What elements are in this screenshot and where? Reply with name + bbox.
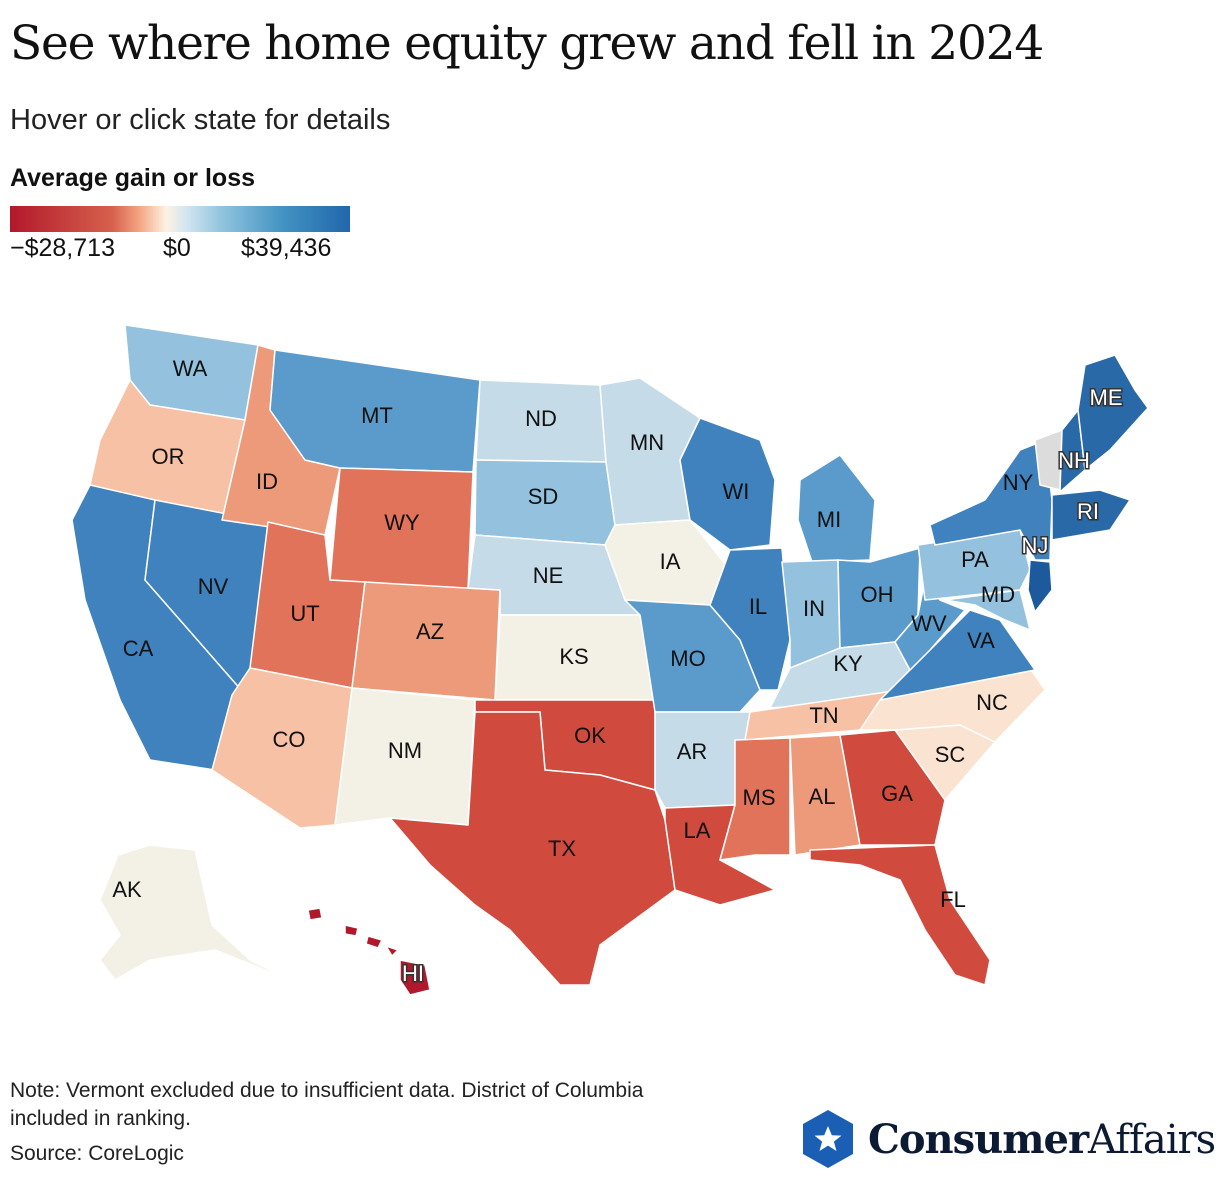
legend-title: Average gain or loss [10, 164, 255, 192]
us-choropleth-map: WA OR CA NV ID MT WY UT AZ CO NM ND SD N… [71, 324, 1149, 996]
state-VT[interactable] [1034, 429, 1063, 491]
source-note: Source: CoreLogic [10, 1142, 184, 1165]
consumeraffairs-logo[interactable]: ConsumerAffairs [800, 1108, 1216, 1170]
state-MI[interactable] [797, 454, 876, 563]
legend-color-scale [10, 206, 350, 232]
legend-max-label: $39,436 [241, 234, 332, 262]
state-NJ[interactable] [1027, 559, 1053, 613]
state-RI[interactable] [1051, 489, 1131, 541]
state-NC[interactable] [859, 667, 1046, 743]
chart-subtitle: Hover or click state for details [10, 104, 391, 136]
state-WV[interactable] [894, 579, 966, 671]
state-ME[interactable] [1077, 354, 1149, 471]
state-WY[interactable] [329, 467, 474, 591]
state-NY[interactable] [929, 439, 1053, 561]
star-shield-icon [803, 1110, 853, 1168]
chart-title: See where home equity grew and fell in 2… [10, 16, 1044, 71]
state-KS[interactable] [494, 614, 656, 701]
state-ND[interactable] [475, 379, 607, 463]
state-TX[interactable] [389, 711, 676, 986]
state-CO[interactable] [351, 581, 501, 701]
state-SD[interactable] [474, 459, 616, 546]
brand-word-regular: Affairs [1088, 1116, 1216, 1163]
legend-mid-label: $0 [163, 234, 191, 262]
state-WI[interactable] [679, 417, 776, 551]
legend-min-label: −$28,713 [10, 234, 115, 262]
brand-wordmark: ConsumerAffairs [868, 1115, 1216, 1163]
brand-word-bold: Consumer [868, 1115, 1089, 1163]
state-NM[interactable] [334, 687, 476, 826]
footnote: Note: Vermont excluded due to insufficie… [10, 1079, 644, 1130]
state-FL[interactable] [809, 844, 991, 986]
state-AK[interactable] [99, 844, 291, 981]
state-MT[interactable] [269, 349, 481, 473]
state-HI[interactable] [307, 907, 431, 996]
state-GA[interactable] [839, 729, 946, 846]
